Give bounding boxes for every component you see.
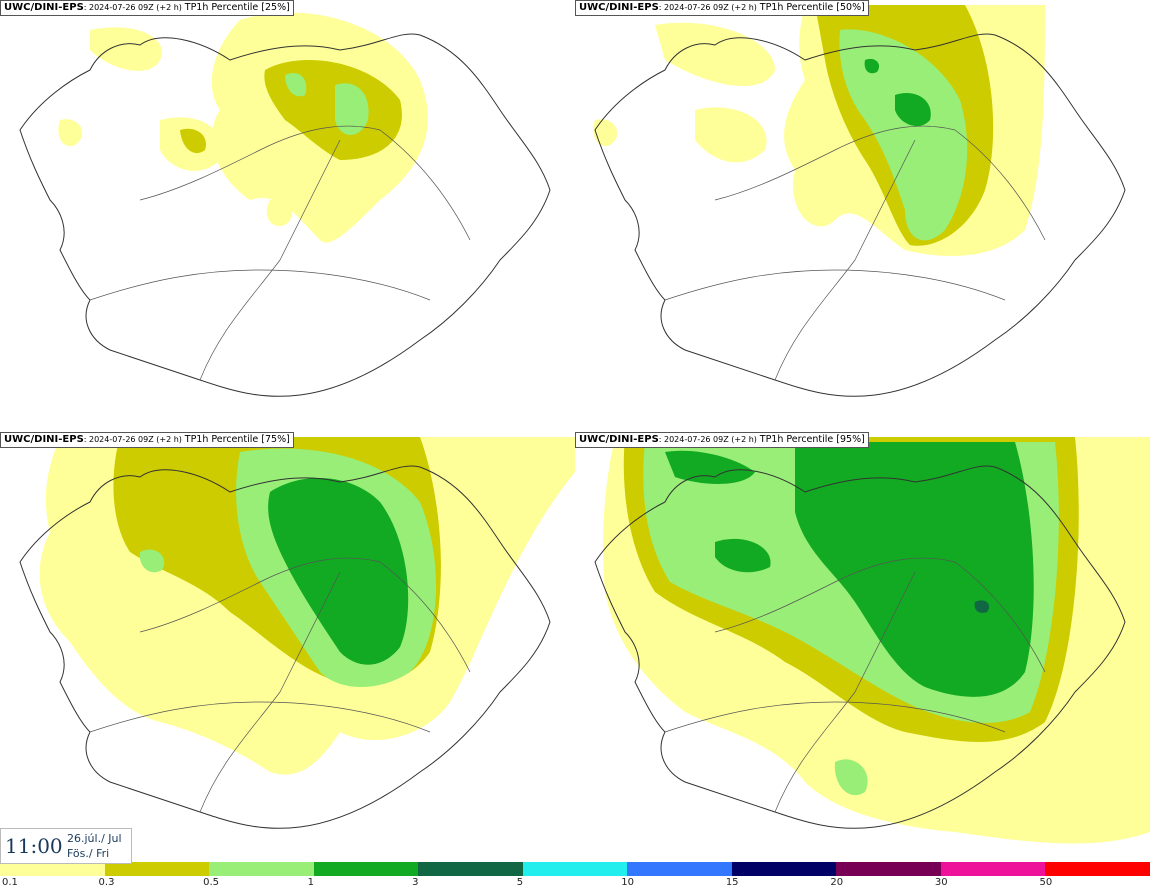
legend-swatch (731, 862, 838, 876)
map-panel-p75: UWC/DINI-EPS: 2024-07-26 09Z (+2 h) TP1h… (0, 432, 575, 862)
road-line (379, 129, 471, 241)
road-line (954, 561, 1046, 673)
legend-swatch (627, 862, 733, 876)
road-line (714, 125, 956, 201)
model-name: UWC/DINI-EPS (4, 2, 84, 13)
panel-title-p75: UWC/DINI-EPS: 2024-07-26 09Z (+2 h) TP1h… (0, 432, 294, 448)
map-panel-p95: UWC/DINI-EPS: 2024-07-26 09Z (+2 h) TP1h… (575, 432, 1150, 862)
road-line (379, 561, 471, 673)
map-panel-p50: UWC/DINI-EPS: 2024-07-26 09Z (+2 h) TP1h… (575, 0, 1150, 430)
field-title: TP1h Percentile [25%] (184, 2, 290, 13)
coastline (594, 33, 1126, 397)
valid-date-line1: 26.júl./ Jul (67, 832, 122, 845)
model-name: UWC/DINI-EPS (579, 2, 659, 13)
field-title: TP1h Percentile [75%] (184, 434, 290, 445)
road-line (89, 269, 431, 301)
legend-tick-label: 20 (830, 877, 844, 888)
legend-tick-label: 30 (934, 877, 948, 888)
legend-swatch (1045, 862, 1150, 876)
run-info: : 2024-07-26 09Z (+2 h) (83, 3, 182, 12)
road-line (774, 571, 916, 813)
legend-swatch (104, 862, 211, 876)
legend-tick-label: 1 (307, 877, 314, 888)
field-title: TP1h Percentile [50%] (759, 2, 865, 13)
legend-tick-label: 0.5 (203, 877, 219, 888)
model-name: UWC/DINI-EPS (579, 434, 659, 445)
legend-tick-label: 10 (621, 877, 634, 888)
valid-date-line2: Fös./ Fri (67, 847, 110, 860)
run-info: : 2024-07-26 09Z (+2 h) (658, 3, 757, 12)
road-line (664, 269, 1006, 301)
road-line (89, 701, 431, 733)
legend-ticks: 0.1 0.3 0.5 1 3 5 10 15 20 30 50 (0, 876, 1150, 891)
panel-title-p25: UWC/DINI-EPS: 2024-07-26 09Z (+2 h) TP1h… (0, 0, 294, 16)
panel-title-p50: UWC/DINI-EPS: 2024-07-26 09Z (+2 h) TP1h… (575, 0, 869, 16)
road-line (199, 571, 341, 813)
legend-swatch (418, 862, 524, 876)
precipitation-map-p75 (19, 437, 575, 829)
legend-swatch (209, 862, 315, 876)
legend-tick-label: 3 (412, 877, 419, 888)
legend-tick-label: 5 (516, 877, 524, 888)
coastline (594, 465, 1126, 829)
road-line (774, 139, 916, 381)
legend-swatch (313, 862, 420, 876)
road-line (664, 701, 1006, 733)
panel-title-p95: UWC/DINI-EPS: 2024-07-26 09Z (+2 h) TP1h… (575, 432, 869, 448)
legend-tick-label: 50 (1039, 877, 1053, 888)
road-line (954, 129, 1046, 241)
valid-time: 11:00 (5, 834, 63, 858)
legend-tick-label: 15 (725, 877, 739, 888)
color-legend (0, 862, 1150, 876)
coastline (19, 33, 551, 397)
legend-swatch (0, 862, 106, 876)
precipitation-map-p25 (19, 12, 551, 397)
legend-swatch (522, 862, 629, 876)
road-line (714, 557, 956, 633)
road-line (139, 125, 381, 201)
run-info: : 2024-07-26 09Z (+2 h) (83, 435, 182, 444)
road-line (139, 557, 381, 633)
valid-time-box: 11:00 26.júl./ Jul Fös./ Fri (0, 828, 132, 864)
legend-swatch (940, 862, 1047, 876)
precipitation-map-p95 (594, 437, 1150, 844)
legend-swatch (836, 862, 942, 876)
field-title: TP1h Percentile [95%] (759, 434, 865, 445)
run-info: : 2024-07-26 09Z (+2 h) (658, 435, 757, 444)
legend-tick-label: 0.3 (98, 877, 115, 888)
map-panel-p25: UWC/DINI-EPS: 2024-07-26 09Z (+2 h) TP1h… (0, 0, 575, 430)
coastline (19, 465, 551, 829)
precipitation-map-p50 (593, 5, 1126, 397)
road-line (199, 139, 341, 381)
legend-tick-label: 0.1 (2, 877, 18, 888)
model-name: UWC/DINI-EPS (4, 434, 84, 445)
